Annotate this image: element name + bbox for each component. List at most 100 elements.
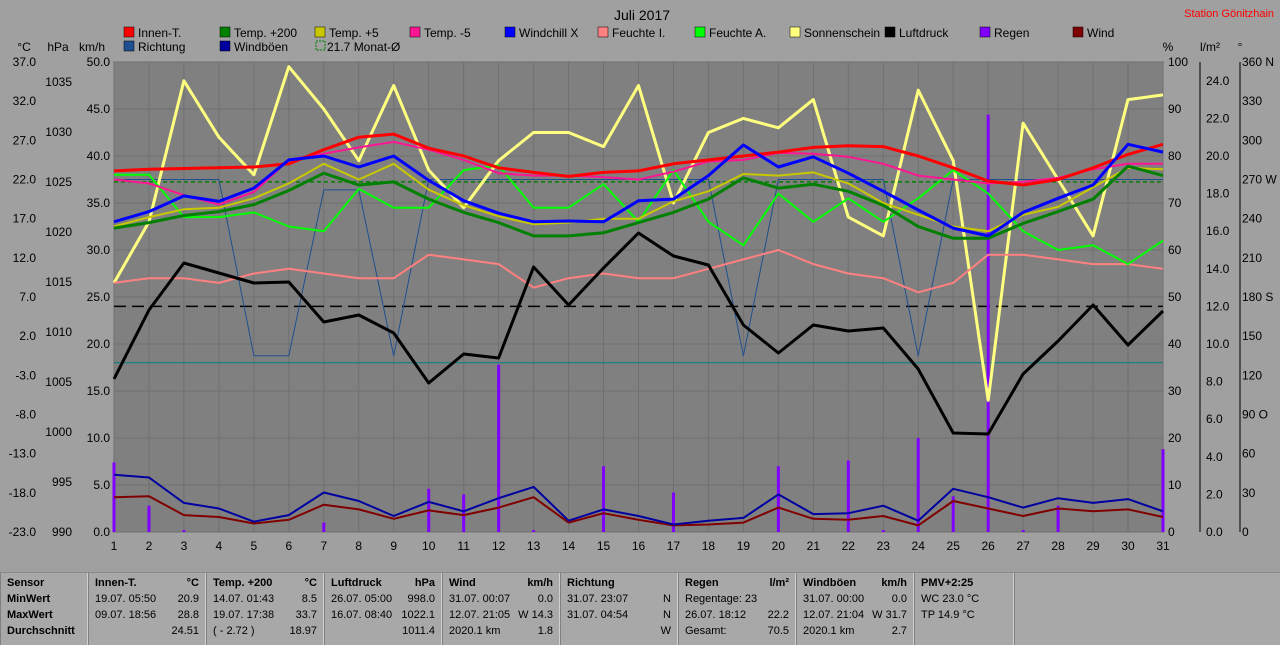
stats-boeen-avg-note: 2020.1 km (803, 625, 855, 637)
stats-richtung-min-time: 31.07. 23:07 (567, 593, 629, 605)
legend-item: Temp. -5 (409, 26, 471, 40)
temp-tick-label: 12.0 (13, 251, 37, 265)
series-line-feuchte-i- (113, 249, 1164, 294)
x-tick-label: 2 (146, 539, 153, 553)
legend-swatch (789, 26, 801, 38)
stats-richtung-col: Richtung 31.07. 23:07 N 31.07. 04:54 N W (560, 573, 678, 645)
wind-tick-label: 45.0 (87, 102, 111, 116)
rain-bar (182, 530, 186, 532)
legend-swatch (884, 26, 896, 38)
stats-druck-max-val: 1022.1 (401, 609, 435, 621)
legend-swatch (694, 26, 706, 38)
series-line-luftdruck (112, 231, 1165, 436)
legend-label: Regen (994, 26, 1029, 40)
stats-richtung-title: Richtung (567, 577, 615, 589)
pressure-unit-label: hPa (47, 40, 69, 54)
direction-tick-label: 180 S (1242, 290, 1273, 304)
series-line-sonnenschein (112, 65, 1164, 402)
stats-regen-title: Regen (685, 577, 719, 589)
legend-label: Wind (1087, 26, 1114, 40)
stats-wind-min-time: 31.07. 00:07 (449, 593, 511, 605)
temp-tick-label: 27.0 (13, 133, 37, 147)
direction-tick-label: 360 N (1242, 55, 1274, 69)
stats-pmv-title: PMV+2:25 (921, 577, 974, 589)
rain-tick-label: 20.0 (1206, 149, 1230, 163)
series-line-wind (113, 495, 1164, 527)
stats-sensor-title: Sensor (7, 577, 45, 589)
rain-tick-label: 24.0 (1206, 74, 1230, 88)
stats-boeen-min-val: 0.0 (891, 593, 907, 605)
legend-label: Feuchte I. (612, 26, 665, 40)
legend-label: Feuchte A. (709, 26, 766, 40)
statistics-table: Sensor MinWert MaxWert Durchschnitt Inne… (0, 572, 1280, 645)
stats-temp-unit: °C (304, 577, 317, 589)
pressure-tick-label: 1020 (45, 225, 72, 239)
pressure-tick-label: 1030 (45, 125, 72, 139)
x-tick-label: 11 (457, 539, 470, 553)
legend-label: Temp. +5 (329, 26, 379, 40)
stats-row-avg: Durchschnitt (7, 625, 75, 637)
series-line-temp-5 (113, 162, 1164, 233)
legend-item: Temp. +5 (314, 26, 379, 40)
legend-item: Luftdruck (884, 26, 949, 40)
temp-tick-label: 17.0 (13, 212, 37, 226)
x-tick-label: 13 (527, 539, 541, 553)
x-tick-label: 5 (251, 539, 258, 553)
stats-innen-min-time: 19.07. 05:50 (95, 593, 157, 605)
stats-wind-max-time: 12.07. 21:05 (449, 609, 511, 621)
legend-label: Luftdruck (899, 26, 949, 40)
x-tick-label: 22 (842, 539, 856, 553)
x-tick-label: 26 (981, 539, 995, 553)
legend-swatch (597, 26, 609, 38)
temp-tick-label: 22.0 (13, 173, 37, 187)
stats-regen-unit: l/m² (769, 577, 789, 589)
wind-tick-label: 50.0 (87, 55, 111, 69)
x-tick-label: 25 (947, 539, 961, 553)
rain-tick-label: 16.0 (1206, 224, 1230, 238)
stats-boeen-min-time: 31.07. 00:00 (803, 593, 865, 605)
legend-swatch (979, 26, 991, 38)
rain-bar (1021, 530, 1025, 532)
x-tick-label: 15 (597, 539, 611, 553)
wind-tick-label: 30.0 (87, 243, 111, 257)
stats-regen-avg: 70.5 (767, 625, 789, 637)
stats-druck-min-val: 998.0 (407, 593, 435, 605)
rain-tick-label: 22.0 (1206, 111, 1230, 125)
x-tick-label: 18 (702, 539, 716, 553)
direction-tick-label: 90 O (1242, 408, 1268, 422)
series-line-temp-200 (113, 164, 1164, 240)
stats-innen-min-val: 20.9 (177, 593, 199, 605)
rain-tick-label: 14.0 (1206, 262, 1230, 276)
series-line-windchill-x (113, 142, 1164, 238)
stats-boeen-avg: 2.7 (891, 625, 907, 637)
wind-unit-label: km/h (79, 40, 105, 54)
stats-temp-avg-note: ( - 2.72 ) (213, 625, 255, 637)
legend-swatch (1072, 26, 1084, 38)
pressure-tick-label: 1015 (45, 275, 72, 289)
temp-tick-label: 32.0 (13, 94, 37, 108)
stats-temp-max-val: 33.7 (295, 609, 317, 621)
legend-item: Wind (1072, 26, 1114, 40)
wind-tick-label: 10.0 (87, 431, 111, 445)
direction-unit-label: ° (1238, 40, 1243, 54)
series-line-windb-en (113, 473, 1164, 526)
stats-richtung-max-val: N (663, 609, 671, 621)
wind-tick-label: 20.0 (87, 337, 111, 351)
rain-bar (881, 530, 885, 532)
stats-boeen-max-val: W 31.7 (872, 609, 907, 621)
humidity-tick-label: 50 (1168, 290, 1182, 304)
stats-regen-avg-note: Gesamt: (685, 625, 727, 637)
stats-boeen-max-time: 12.07. 21:04 (803, 609, 865, 621)
stats-regen-col: Regen l/m² Regentage: 23 26.07. 18:12 22.2… (678, 573, 796, 645)
station-name: Station Gönitzhain (1184, 8, 1274, 20)
humidity-unit-label: % (1163, 40, 1174, 54)
rain-bar (1056, 505, 1060, 532)
x-tick-label: 1 (111, 539, 118, 553)
humidity-tick-label: 10 (1168, 478, 1182, 492)
legend-swatch (219, 26, 231, 38)
rain-tick-label: 12.0 (1206, 299, 1230, 313)
humidity-tick-label: 30 (1168, 384, 1182, 398)
legend: Innen-T. Temp. +200 Temp. +5 Temp. -5 Windch… (123, 26, 1114, 54)
stats-richtung-avg: W (660, 625, 671, 637)
legend-item: Regen (979, 26, 1029, 40)
